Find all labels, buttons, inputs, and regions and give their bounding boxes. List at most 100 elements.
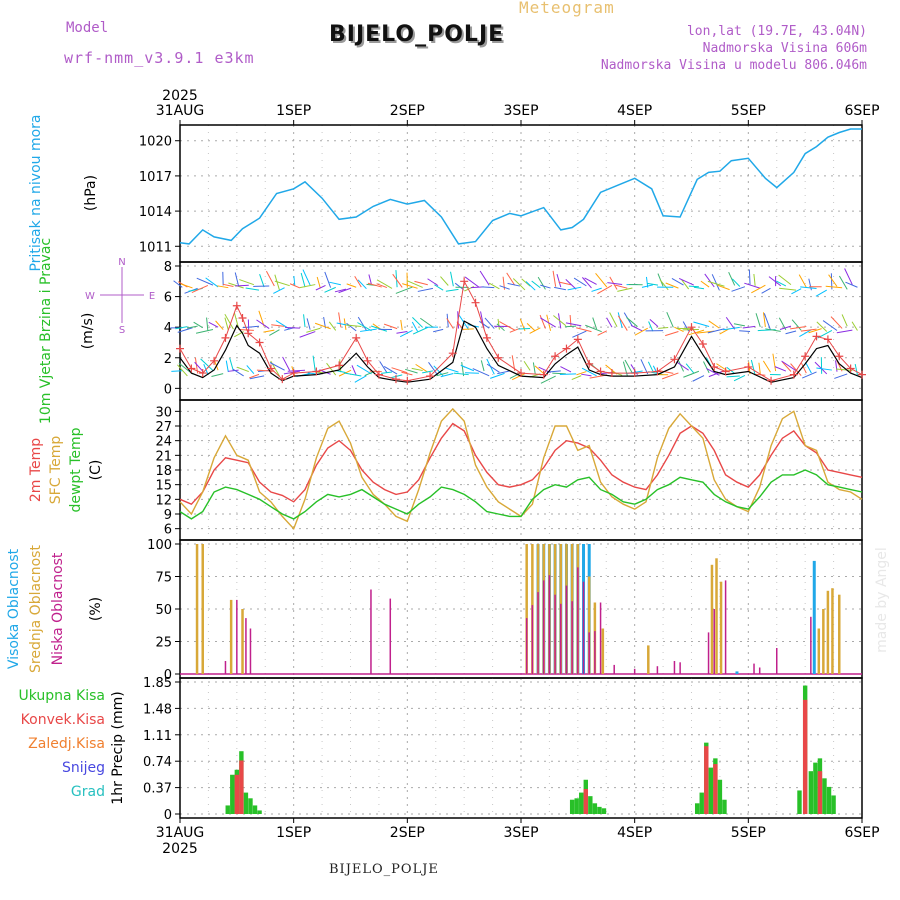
x-tick-label-bottom: 31AUG: [156, 825, 205, 841]
wind-direction-arrow: [357, 322, 372, 332]
wind-gust-marker: [721, 367, 730, 376]
wind-gust-marker: [710, 362, 719, 371]
panel-frame: [179, 124, 863, 263]
high-cloud-bar: [735, 671, 739, 674]
total-rain-bar: [252, 805, 258, 814]
wind-direction-arrow: [211, 373, 224, 377]
wind-direction-arrow: [303, 314, 306, 328]
wind-gust-marker: [630, 369, 639, 378]
wind-direction-arrow: [464, 276, 480, 288]
wind-direction-arrow: [531, 280, 541, 289]
wind-direction-arrow: [790, 363, 802, 376]
wind-direction-arrow: [194, 361, 204, 372]
watermark: made by Angel: [874, 547, 890, 653]
wind-direction-arrow: [472, 368, 490, 377]
conv-rain-bar: [583, 789, 588, 814]
wind-direction-arrow: [571, 375, 582, 380]
y-tick-label: 6: [164, 523, 172, 538]
wind-gust-marker: [607, 369, 616, 378]
precip-legend-item: Ukupna Kisa: [18, 688, 105, 704]
footer-station: BIJELO_POLJE: [329, 862, 439, 877]
wind-direction-arrow: [274, 280, 290, 287]
wind-direction-arrow: [822, 320, 838, 331]
wind-gust-marker: [312, 367, 321, 376]
wind-direction-arrow: [440, 373, 454, 378]
wind-direction-arrow: [841, 314, 848, 327]
low-cloud-bar: [560, 603, 562, 674]
station-title: BIJELO_POLJE: [329, 22, 505, 47]
wind-direction-arrow: [463, 328, 474, 330]
y-tick-label: 25: [155, 636, 172, 651]
wind-direction-arrow: [815, 289, 828, 297]
wind-gust-marker: [823, 335, 832, 344]
wind-direction-arrow: [781, 360, 797, 372]
wind-direction-arrow: [597, 284, 613, 295]
wind-direction-arrow: [591, 287, 602, 292]
wind-direction-arrow: [711, 274, 720, 291]
panel-frame: [179, 539, 863, 679]
wind-direction-arrow: [559, 373, 577, 375]
wind-direction-arrow: [499, 321, 515, 331]
wind-direction-arrow: [707, 328, 725, 334]
cloud-axis-title-0: Visoka Oblacnost: [6, 548, 22, 669]
wind-direction-arrow: [763, 313, 771, 331]
low-cloud-bar: [588, 632, 590, 674]
wind-direction-arrow: [665, 331, 679, 337]
wind-direction-arrow: [658, 326, 669, 329]
x-tick-label-bottom: 3SEP: [503, 825, 538, 841]
wind-direction-arrow: [324, 271, 332, 288]
mid-cloud-bar: [826, 590, 830, 674]
wind-direction-arrow: [509, 327, 521, 333]
x-tick-label-top: 2SEP: [390, 103, 425, 119]
wind-gust-marker: [460, 277, 469, 286]
wind-direction-arrow: [506, 272, 516, 286]
y-tick-label: 12: [155, 493, 172, 508]
wind-gust-marker: [835, 352, 844, 361]
low-cloud-bar: [542, 580, 545, 674]
wind-direction-arrow: [685, 363, 695, 374]
wind-direction-arrow: [525, 281, 536, 291]
wind-direction-arrow: [595, 273, 608, 288]
coordinates: lon,lat (19.7E, 43.04N): [686, 24, 867, 39]
x-tick-label-bottom: 5SEP: [731, 825, 766, 841]
wind-direction-arrow: [269, 329, 280, 336]
wind-direction-arrow: [581, 373, 592, 377]
wind-direction-arrow: [486, 363, 500, 373]
mid-cloud-bar: [647, 645, 650, 674]
wind-direction-arrow: [434, 284, 444, 291]
wind-direction-arrow: [499, 285, 510, 290]
wind-direction-arrow: [688, 329, 705, 336]
wind-direction-arrow: [762, 360, 771, 373]
y-tick-label: 1.11: [143, 729, 172, 744]
y-tick-label: 0: [164, 668, 172, 683]
wind-direction-arrow: [414, 280, 428, 286]
wind-direction-arrow: [225, 360, 229, 373]
wind-direction-arrow: [263, 329, 275, 333]
y-tick-label: 1.48: [143, 702, 172, 717]
wind-gust-marker: [596, 367, 605, 376]
total-rain-bar: [579, 792, 584, 814]
y-tick-label: 18: [155, 464, 172, 479]
low-cloud-bar: [245, 618, 247, 674]
wind-direction-arrow: [762, 312, 766, 327]
wind-direction-arrow: [406, 280, 423, 288]
wind-direction-arrow: [676, 361, 689, 371]
precip-legend-item: Zaledj.Kisa: [28, 736, 105, 752]
wind-direction-arrow: [381, 371, 393, 374]
wind-direction-arrow: [836, 368, 853, 372]
wind-direction-arrow: [617, 312, 623, 328]
wind-direction-arrow: [558, 281, 572, 286]
wind-direction-arrow: [726, 375, 740, 378]
low-cloud-bar: [656, 666, 659, 674]
wind-direction-arrow: [228, 369, 239, 372]
wind-direction-arrow: [597, 330, 608, 336]
y-tick-label: 75: [155, 571, 172, 586]
wind-direction-arrow: [507, 282, 520, 287]
compass-west: W: [85, 291, 95, 302]
wind-direction-arrow: [440, 276, 449, 286]
wind-direction-arrow: [289, 283, 301, 289]
wind-direction-arrow: [704, 273, 715, 288]
wind-gust-marker: [238, 314, 247, 322]
wind-direction-arrow: [739, 330, 751, 333]
wind-direction-arrow: [328, 321, 337, 331]
